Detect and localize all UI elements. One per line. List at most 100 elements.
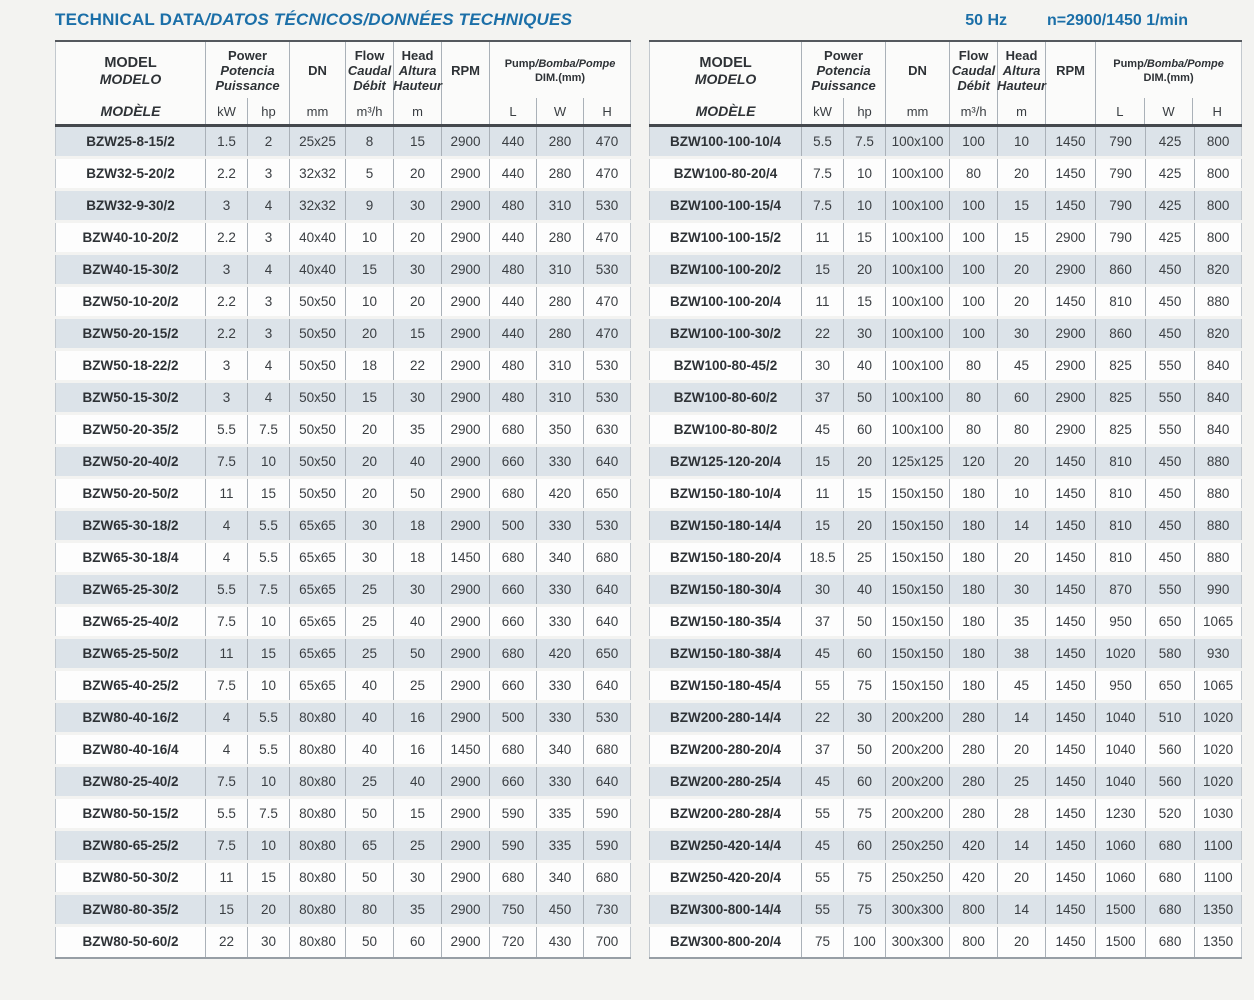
value-cell: 560 [1145, 764, 1195, 798]
value-cell: 3 [246, 220, 290, 254]
column-header-dimensions: Pump/Bomba/Pompe DIM.(mm) L W H [1095, 40, 1242, 127]
value-cell: 280 [536, 316, 584, 350]
value-cell: 2.2 [205, 220, 248, 254]
value-cell: 60 [843, 412, 886, 446]
value-cell: 100x100 [885, 220, 950, 254]
table-row: BZW100-100-15/2 11 15 100x100 100 15 2900 790 42… [649, 220, 1242, 254]
value-cell: 420 [536, 636, 584, 670]
value-cell: 20 [393, 156, 442, 190]
value-cell: 530 [583, 252, 631, 286]
top-bar: TECHNICAL DATA/DATOS TÉCNICOS/DONNÉES TE… [55, 10, 1240, 30]
value-cell: 2900 [1045, 220, 1096, 254]
value-cell: 450 [1145, 252, 1195, 286]
model-cell: BZW50-20-15/2 [55, 316, 206, 350]
value-cell: 7.5 [801, 188, 844, 222]
value-cell: 310 [536, 252, 584, 286]
value-cell: 15 [345, 380, 394, 414]
value-cell: 520 [1145, 796, 1195, 830]
table-row: BZW25-8-15/2 1.5 2 25x25 8 15 2900 440 280 470 [55, 125, 631, 158]
value-cell: 15 [843, 476, 886, 510]
value-cell: 450 [1145, 476, 1195, 510]
column-header-rpm: RPM [1045, 40, 1096, 127]
value-cell: 50 [345, 860, 394, 894]
value-cell: 20 [997, 860, 1046, 894]
datasheet-page: TECHNICAL DATA/DATOS TÉCNICOS/DONNÉES TE… [55, 10, 1243, 959]
value-cell: 330 [536, 764, 584, 798]
table-row: BZW65-30-18/4 4 5.5 65x65 30 18 1450 680 340 680 [55, 540, 631, 574]
value-cell: 250x250 [885, 860, 950, 894]
value-cell: 720 [489, 924, 537, 959]
value-cell: 40 [843, 348, 886, 382]
value-cell: 80x80 [289, 828, 346, 862]
value-cell: 15 [801, 444, 844, 478]
value-cell: 75 [843, 860, 886, 894]
value-cell: 32x32 [289, 156, 346, 190]
value-cell: 1020 [1095, 636, 1146, 670]
table-row: BZW100-100-20/2 15 20 100x100 100 20 2900 860 45… [649, 252, 1242, 286]
value-cell: 680 [1145, 924, 1195, 959]
value-cell: 2900 [441, 444, 490, 478]
value-cell: 470 [583, 220, 631, 254]
column-header-rpm: RPM [441, 40, 490, 127]
value-cell: 40 [345, 700, 394, 734]
value-cell: 20 [843, 252, 886, 286]
value-cell: 20 [843, 444, 886, 478]
table-row: BZW150-180-35/4 37 50 150x150 180 35 1450 950 65… [649, 604, 1242, 638]
value-cell: 100x100 [885, 156, 950, 190]
value-cell: 470 [583, 284, 631, 318]
value-cell: 2900 [441, 572, 490, 606]
value-cell: 1065 [1194, 604, 1242, 638]
value-cell: 50 [393, 636, 442, 670]
value-cell: 1060 [1095, 860, 1146, 894]
value-cell: 100 [843, 924, 886, 959]
value-cell: 880 [1194, 476, 1242, 510]
value-cell: 4 [246, 380, 290, 414]
value-cell: 280 [949, 796, 998, 830]
value-cell: 1450 [1045, 188, 1096, 222]
value-cell: 40 [393, 604, 442, 638]
value-cell: 2.2 [205, 156, 248, 190]
value-cell: 80x80 [289, 924, 346, 959]
value-cell: 20 [997, 252, 1046, 286]
table-row: BZW80-40-16/2 4 5.5 80x80 40 16 2900 500 330 530 [55, 700, 631, 734]
value-cell: 15 [246, 476, 290, 510]
value-cell: 1020 [1194, 700, 1242, 734]
value-cell: 60 [843, 764, 886, 798]
value-cell: 2900 [441, 188, 490, 222]
value-cell: 450 [1145, 284, 1195, 318]
table-row: BZW150-180-38/4 45 60 150x150 180 38 1450 1020 5… [649, 636, 1242, 670]
value-cell: 25 [843, 540, 886, 574]
value-cell: 1100 [1194, 860, 1242, 894]
value-cell: 60 [843, 828, 886, 862]
value-cell: 40 [843, 572, 886, 606]
model-cell: BZW80-40-16/4 [55, 732, 206, 766]
value-cell: 280 [949, 700, 998, 734]
value-cell: 30 [801, 348, 844, 382]
model-cell: BZW150-180-20/4 [649, 540, 802, 574]
value-cell: 65 [345, 828, 394, 862]
table-row: BZW100-80-60/2 37 50 100x100 80 60 2900 825 550 8… [649, 380, 1242, 414]
value-cell: 880 [1194, 444, 1242, 478]
value-cell: 30 [393, 572, 442, 606]
value-cell: 840 [1194, 412, 1242, 446]
value-cell: 100 [949, 316, 998, 350]
value-cell: 8 [345, 125, 394, 158]
table-row: BZW80-65-25/2 7.5 10 80x80 65 25 2900 590 335 590 [55, 828, 631, 862]
value-cell: 7.5 [801, 156, 844, 190]
value-cell: 20 [345, 476, 394, 510]
value-cell: 5.5 [205, 412, 248, 446]
value-cell: 22 [393, 348, 442, 382]
value-cell: 1350 [1194, 924, 1242, 959]
value-cell: 1450 [1045, 860, 1096, 894]
value-cell: 15 [246, 860, 290, 894]
value-cell: 810 [1095, 284, 1146, 318]
value-cell: 680 [1145, 860, 1195, 894]
table-row: BZW100-100-20/4 11 15 100x100 100 20 1450 810 45… [649, 284, 1242, 318]
value-cell: 55 [801, 892, 844, 926]
value-cell: 310 [536, 188, 584, 222]
unit-h: H [1192, 98, 1241, 124]
value-cell: 2 [246, 125, 290, 158]
value-cell: 100x100 [885, 125, 950, 158]
value-cell: 2900 [441, 924, 490, 959]
value-cell: 100x100 [885, 188, 950, 222]
